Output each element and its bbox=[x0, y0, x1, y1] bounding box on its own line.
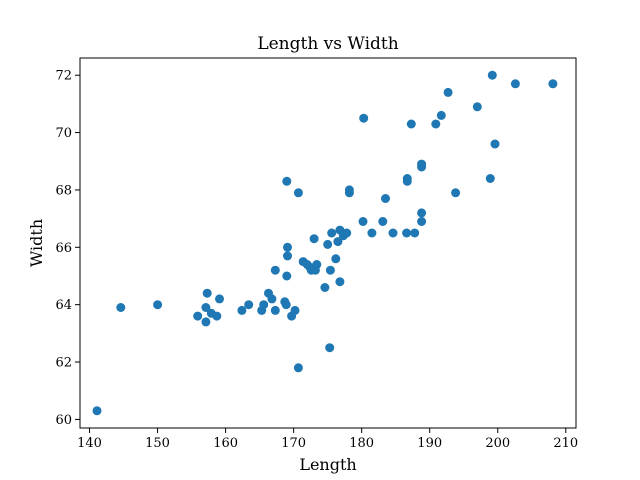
data-point bbox=[244, 300, 254, 310]
y-tick-label: 60 bbox=[55, 413, 72, 428]
data-point bbox=[259, 300, 269, 310]
y-tick-label: 64 bbox=[55, 298, 72, 313]
data-point bbox=[153, 300, 163, 310]
data-point bbox=[333, 237, 343, 247]
data-point bbox=[417, 217, 427, 226]
y-tick-label: 66 bbox=[55, 241, 72, 256]
y-tick-label: 70 bbox=[55, 126, 72, 141]
data-point bbox=[270, 265, 280, 275]
data-point bbox=[282, 271, 292, 281]
data-point bbox=[309, 234, 319, 244]
data-point bbox=[331, 254, 341, 264]
data-point bbox=[201, 303, 211, 312]
y-axis-label: Width bbox=[27, 219, 46, 267]
data-point bbox=[487, 70, 497, 80]
data-point bbox=[323, 239, 333, 249]
x-tick-label: 150 bbox=[145, 436, 170, 451]
data-point bbox=[325, 265, 335, 275]
data-point bbox=[92, 406, 102, 416]
data-point bbox=[472, 102, 482, 112]
y-tick-label: 72 bbox=[55, 69, 72, 84]
data-point bbox=[510, 79, 520, 89]
data-point bbox=[378, 217, 388, 226]
x-tick-label: 170 bbox=[281, 436, 306, 451]
data-point bbox=[417, 159, 427, 169]
data-point bbox=[237, 305, 247, 315]
data-point bbox=[290, 305, 300, 315]
plot-frame bbox=[79, 57, 577, 429]
data-point bbox=[436, 110, 446, 120]
tick-group: 140 150 160 170 180 190 200 210 60 62 64 66 68 70 72 bbox=[55, 69, 578, 451]
data-point bbox=[335, 277, 345, 287]
data-point bbox=[201, 317, 211, 327]
y-tick-label: 68 bbox=[55, 183, 72, 198]
data-point bbox=[312, 260, 322, 269]
data-point bbox=[215, 294, 224, 304]
data-point bbox=[325, 343, 335, 353]
data-point bbox=[282, 176, 292, 186]
data-point bbox=[283, 251, 292, 261]
x-tick-label: 210 bbox=[553, 436, 578, 451]
x-tick-label: 190 bbox=[417, 436, 442, 451]
data-point bbox=[212, 311, 222, 321]
data-point bbox=[548, 79, 558, 89]
data-point bbox=[359, 113, 369, 123]
data-point bbox=[320, 283, 330, 292]
data-point bbox=[358, 217, 368, 226]
data-point bbox=[327, 228, 337, 238]
data-point bbox=[283, 242, 292, 252]
data-point bbox=[406, 119, 416, 129]
data-point bbox=[367, 228, 377, 238]
data-point bbox=[431, 119, 441, 129]
data-point bbox=[293, 188, 303, 198]
data-point bbox=[270, 305, 280, 315]
data-point bbox=[410, 228, 420, 238]
x-axis-label: Length bbox=[299, 455, 356, 474]
data-point bbox=[344, 185, 354, 195]
data-points bbox=[92, 70, 558, 416]
data-point bbox=[202, 288, 212, 298]
data-point bbox=[193, 311, 203, 321]
data-point bbox=[402, 228, 412, 238]
data-point bbox=[443, 87, 453, 97]
data-point bbox=[381, 194, 390, 203]
x-tick-label: 140 bbox=[77, 436, 102, 451]
data-point bbox=[417, 208, 427, 218]
y-tick-label: 62 bbox=[55, 356, 72, 371]
data-point bbox=[293, 363, 303, 373]
data-point bbox=[451, 188, 461, 198]
data-point bbox=[388, 228, 398, 238]
x-tick-label: 160 bbox=[213, 436, 238, 451]
data-point bbox=[490, 139, 500, 149]
data-point bbox=[281, 300, 291, 310]
data-point bbox=[342, 228, 352, 238]
x-tick-label: 200 bbox=[485, 436, 510, 451]
data-point bbox=[267, 294, 277, 304]
data-point bbox=[485, 174, 495, 183]
x-tick-label: 180 bbox=[349, 436, 374, 451]
data-point bbox=[116, 303, 126, 312]
chart-title: Length vs Width bbox=[257, 34, 398, 54]
data-point bbox=[402, 174, 412, 183]
